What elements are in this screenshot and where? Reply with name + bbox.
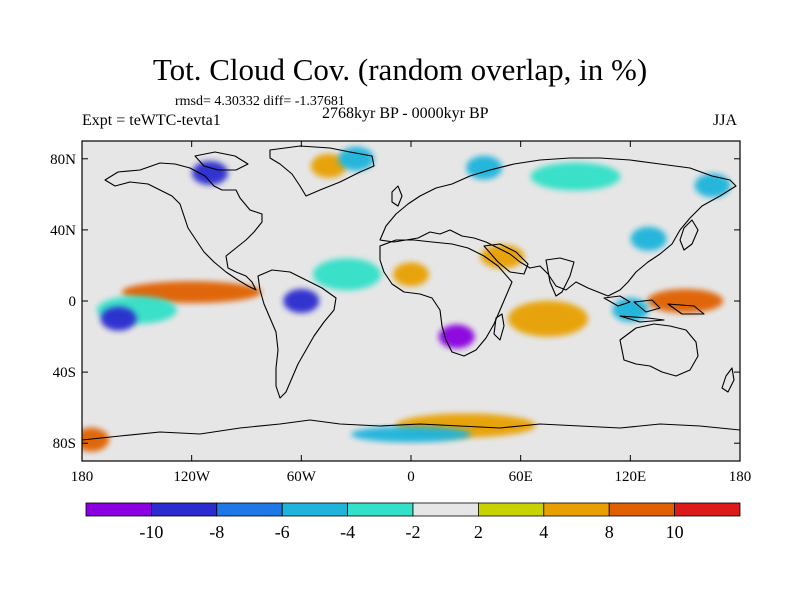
colorbar-tick-label: 10 <box>666 522 684 542</box>
colorbar-tick-label: 8 <box>605 522 614 542</box>
lon-tick-label: 180 <box>729 469 752 485</box>
colorbar-swatch <box>281 502 349 517</box>
anomaly-region <box>630 226 667 251</box>
anomaly-region <box>82 427 110 452</box>
lat-tick-label: 80S <box>53 436 76 452</box>
anomaly-region <box>694 173 731 198</box>
coastline-japan <box>679 219 699 251</box>
coastline-madagascar <box>493 313 505 341</box>
anomaly-region <box>313 258 382 291</box>
period-label: 2768kyr BP - 0000kyr BP <box>322 105 489 122</box>
colorbar-tick-label: -10 <box>139 522 163 542</box>
colorbar-swatch <box>674 502 741 517</box>
season-label: JJA <box>713 112 738 129</box>
colorbar-swatch <box>608 502 676 517</box>
anomaly-region <box>530 162 621 191</box>
colorbar-swatch <box>347 502 414 517</box>
colorbar-tick-label: -6 <box>275 522 290 542</box>
coastline-antarctica <box>82 419 740 441</box>
experiment-label: Expt = teWTC-tevta1 <box>82 112 221 129</box>
coastline-australia <box>619 323 699 377</box>
coastline-india <box>545 257 575 297</box>
lat-tick-label: 80N <box>50 152 76 168</box>
coastline-arctic-islands <box>194 151 249 171</box>
anomaly-field <box>82 146 731 452</box>
colorbar-tick-label: 4 <box>539 522 548 542</box>
colorbar-tick-label: -4 <box>340 522 355 542</box>
lat-tick-label: 40S <box>53 365 76 381</box>
anomaly-region <box>508 300 589 337</box>
colorbar-tick-label: -2 <box>406 522 421 542</box>
coastline-eurasia <box>379 157 737 297</box>
lon-tick-label: 120E <box>614 469 646 485</box>
plot-title: Tot. Cloud Cov. (random overlap, in %) <box>152 52 648 87</box>
coastlines <box>82 145 740 441</box>
coastline-arabia <box>483 243 529 275</box>
colorbar-tick-label: -8 <box>209 522 224 542</box>
colorbar-swatch <box>412 502 479 517</box>
lon-tick-label: 180 <box>71 469 94 485</box>
anomaly-region <box>310 153 347 178</box>
colorbar-swatch <box>150 502 218 517</box>
coastline-south-america <box>257 269 337 399</box>
anomaly-region <box>100 306 137 331</box>
anomaly-region <box>351 426 471 443</box>
anomaly-region <box>283 289 320 313</box>
coastline-british-isles <box>391 185 403 207</box>
lon-tick-label: 60E <box>509 469 533 485</box>
colorbar-tick-label: 2 <box>474 522 483 542</box>
lon-tick-label: 120W <box>173 469 211 485</box>
colorbar: -10 -8 -6 -4 -2 2 4 8 10 <box>85 502 741 542</box>
coastline-indonesia <box>603 295 705 323</box>
anomaly-region <box>647 289 724 313</box>
coastline-new-zealand <box>721 367 735 393</box>
anomaly-region <box>121 281 262 304</box>
lat-tick-label: 0 <box>69 294 77 310</box>
coastline-greenland <box>269 145 375 197</box>
colorbar-swatch <box>85 502 152 517</box>
anomaly-region <box>393 262 429 287</box>
anomaly-region <box>191 161 228 185</box>
lat-tick-label: 40N <box>50 223 76 239</box>
map-axes: 80N 40N 0 40S 80S 180 120W 60W 0 60E 120E 180 <box>50 141 751 485</box>
anomaly-region <box>466 155 503 180</box>
lon-tick-label: 60W <box>287 469 317 485</box>
coastline-africa <box>379 239 513 357</box>
colorbar-swatch <box>543 502 610 517</box>
colorbar-swatch <box>216 502 283 517</box>
lon-tick-label: 0 <box>407 469 415 485</box>
anomaly-region <box>438 324 475 349</box>
stats-label: rmsd= 4.30332 diff= -1.37681 <box>175 94 345 109</box>
anomaly-region <box>338 146 375 171</box>
colorbar-swatch <box>477 502 545 517</box>
coastline-north-america <box>104 162 263 291</box>
